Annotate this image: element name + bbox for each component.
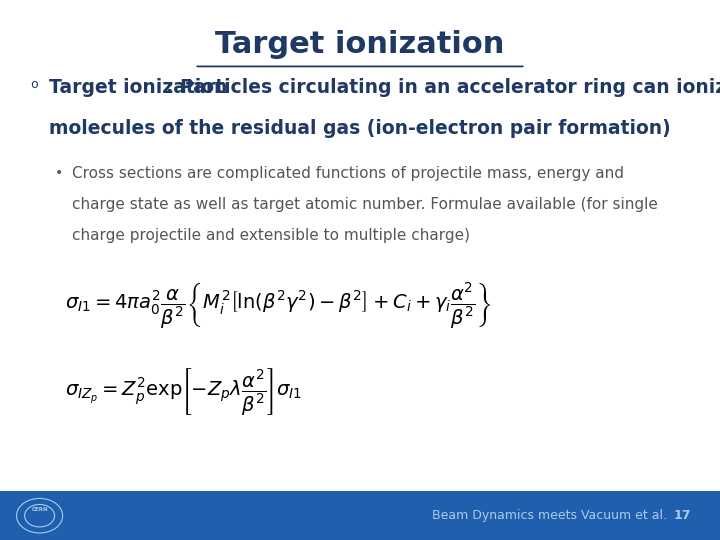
Text: : Particles circulating in an accelerator ring can ionize: : Particles circulating in an accelerato… [166, 78, 720, 97]
Text: CERN: CERN [31, 507, 48, 512]
Text: Target ionization: Target ionization [215, 30, 505, 59]
Text: $\sigma_{IZ_p} = Z_p^2 \exp\!\left[-Z_p\lambda\dfrac{\alpha^2}{\beta^2}\right] \: $\sigma_{IZ_p} = Z_p^2 \exp\!\left[-Z_p\… [65, 366, 302, 417]
Text: charge state as well as target atomic number. Formulae available (for single: charge state as well as target atomic nu… [72, 197, 658, 212]
Text: $\sigma_{I1} = 4\pi a_0^2 \dfrac{\alpha}{\beta^2} \left\{ M_i^2 \left[\ln(\beta^: $\sigma_{I1} = 4\pi a_0^2 \dfrac{\alpha}… [65, 280, 492, 330]
Text: Target ionization: Target ionization [49, 78, 228, 97]
Text: 17: 17 [673, 509, 690, 522]
Text: o: o [31, 78, 38, 91]
Text: molecules of the residual gas (ion-electron pair formation): molecules of the residual gas (ion-elect… [49, 119, 671, 138]
FancyBboxPatch shape [0, 491, 720, 540]
Text: Beam Dynamics meets Vacuum et al.: Beam Dynamics meets Vacuum et al. [432, 509, 667, 522]
Text: •: • [55, 166, 63, 180]
Text: charge projectile and extensible to multiple charge): charge projectile and extensible to mult… [72, 228, 470, 244]
Text: Cross sections are complicated functions of projectile mass, energy and: Cross sections are complicated functions… [72, 166, 624, 181]
